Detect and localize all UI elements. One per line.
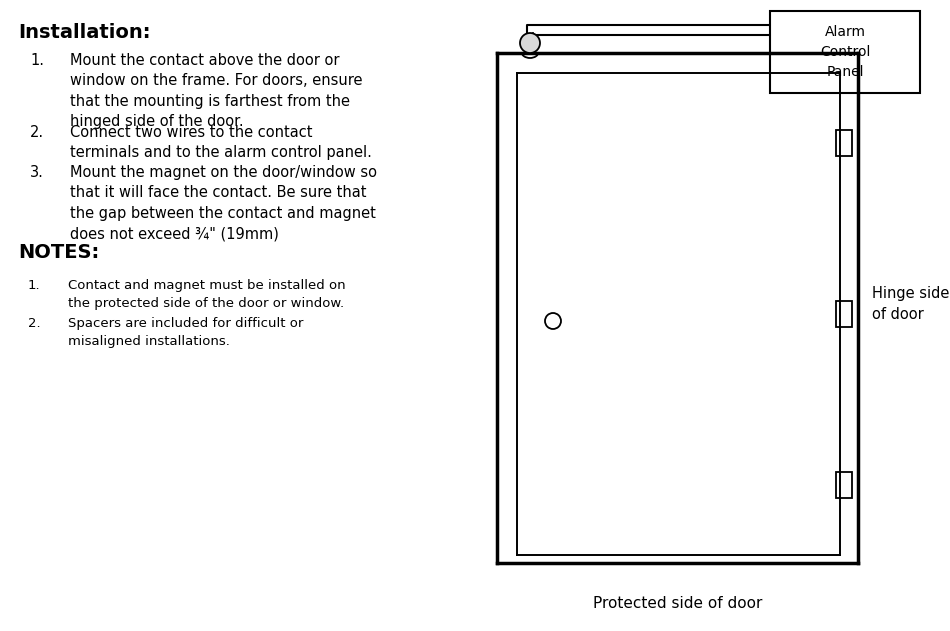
Bar [836, 130, 852, 156]
Text: 2.: 2. [28, 317, 41, 330]
Bar [836, 301, 852, 327]
Text: Mount the magnet on the door/window so
that it will face the contact. Be sure th: Mount the magnet on the door/window so t… [70, 165, 377, 241]
Text: 1.: 1. [28, 279, 41, 292]
Text: 2.: 2. [30, 125, 44, 140]
Text: 1.: 1. [30, 53, 44, 68]
Circle shape [520, 33, 540, 53]
Text: Connect two wires to the contact
terminals and to the alarm control panel.: Connect two wires to the contact termina… [70, 125, 371, 160]
Text: Hinge side
of door: Hinge side of door [872, 286, 949, 322]
Text: NOTES:: NOTES: [18, 243, 99, 262]
Bar [836, 472, 852, 498]
Text: Spacers are included for difficult or
misaligned installations.: Spacers are included for difficult or mi… [68, 317, 303, 348]
Text: Installation:: Installation: [18, 23, 150, 42]
Bar [770, 11, 920, 93]
Text: 3.: 3. [30, 165, 44, 180]
Text: Mount the contact above the door or
window on the frame. For doors, ensure
that : Mount the contact above the door or wind… [70, 53, 363, 129]
Text: Contact and magnet must be installed on
the protected side of the door or window: Contact and magnet must be installed on … [68, 279, 346, 309]
Text: Protected side of door: Protected side of door [593, 596, 762, 611]
Text: Alarm
Control
Panel: Alarm Control Panel [820, 25, 870, 78]
